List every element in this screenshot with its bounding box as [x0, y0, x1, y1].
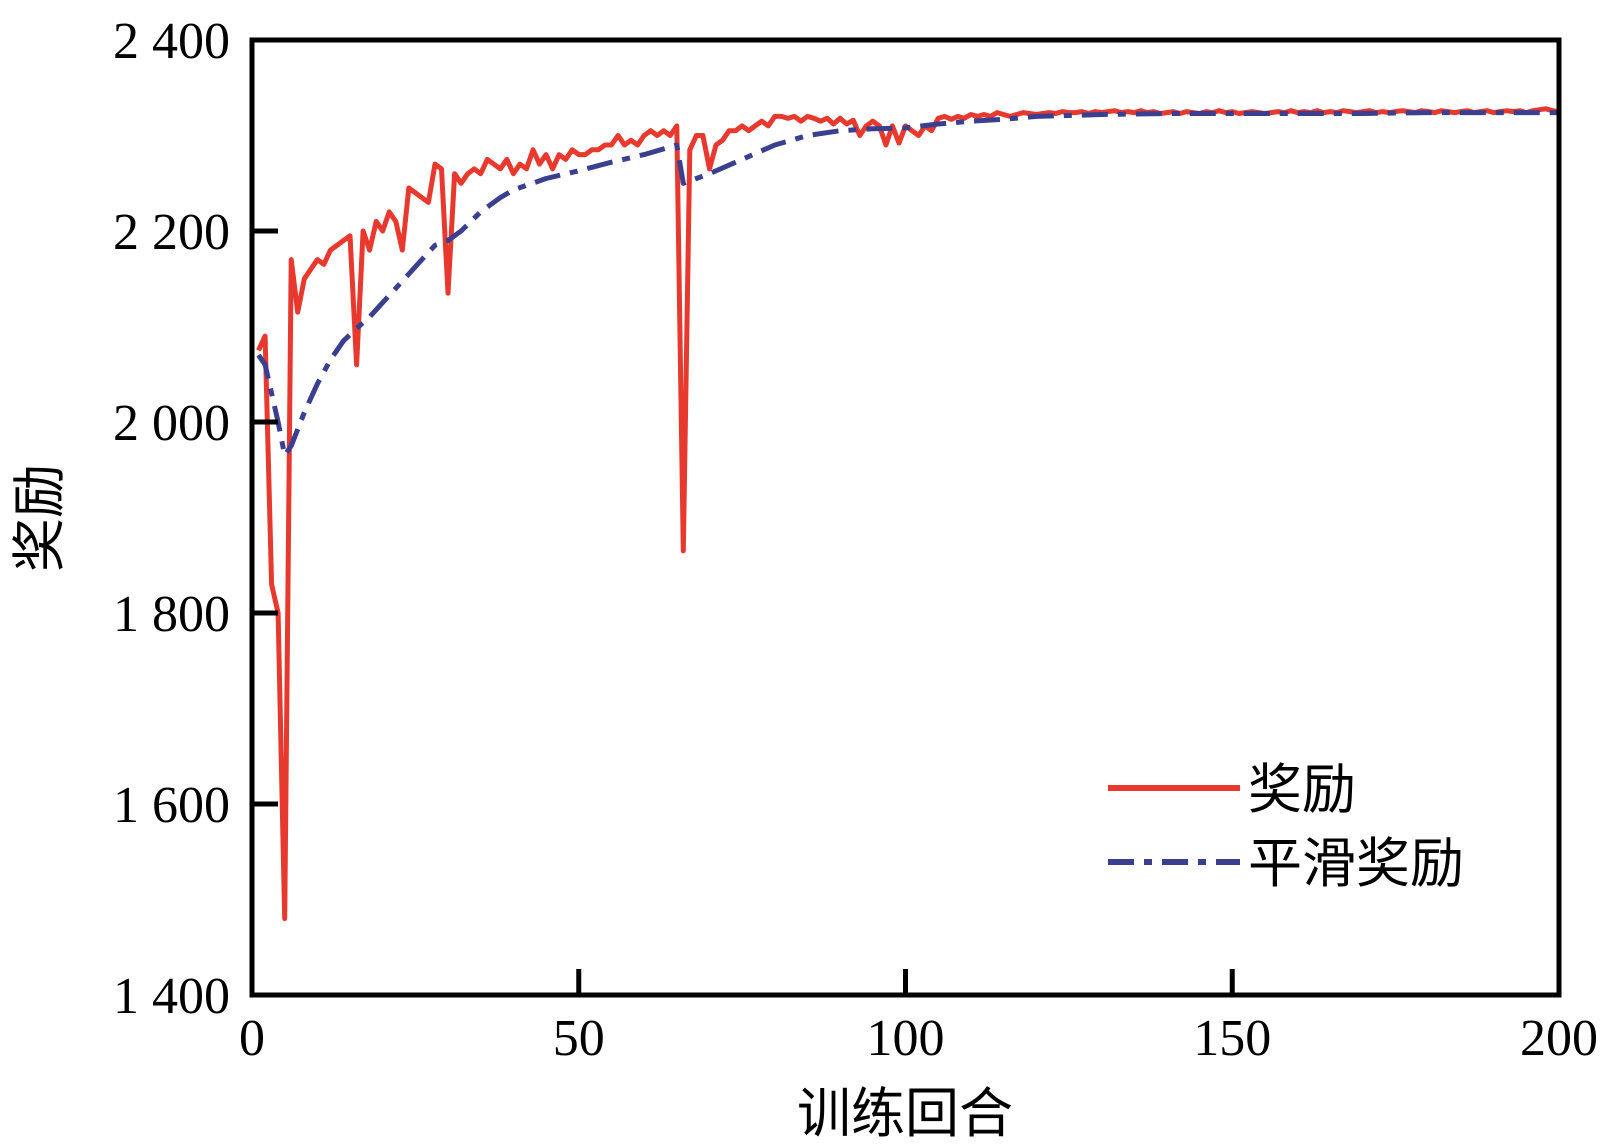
y-tick-label: 2 200: [113, 204, 230, 261]
y-tick-label: 1 800: [113, 586, 230, 643]
legend: 奖励 平滑奖励: [1108, 758, 1464, 895]
series-line-reward: [256, 106, 1560, 922]
y-axis-title: 奖励: [8, 464, 71, 572]
y-tick-label: 1 400: [113, 968, 230, 1025]
x-tick-label: 50: [553, 1010, 605, 1067]
x-axis-title: 训练回合: [797, 1082, 1013, 1145]
y-tick-label: 2 400: [113, 13, 230, 70]
y-tick-label: 1 600: [113, 777, 230, 834]
y-tick-label: 2 000: [113, 395, 230, 452]
legend-label-smoothed-reward: 平滑奖励: [1248, 832, 1464, 895]
x-tick-label: 0: [239, 1010, 265, 1067]
x-tick-label: 150: [1193, 1010, 1271, 1067]
legend-label-reward: 奖励: [1248, 758, 1356, 821]
y-axis: 1 400 1 600 1 800 2 000 2 200 2 400: [113, 13, 278, 1025]
x-axis: 0 50 100 150 200: [239, 969, 1598, 1067]
plot-marks: [256, 106, 1560, 922]
series-line-smoothed-reward: [256, 110, 1559, 458]
x-tick-label: 200: [1520, 1010, 1598, 1067]
x-tick-label: 100: [867, 1010, 945, 1067]
